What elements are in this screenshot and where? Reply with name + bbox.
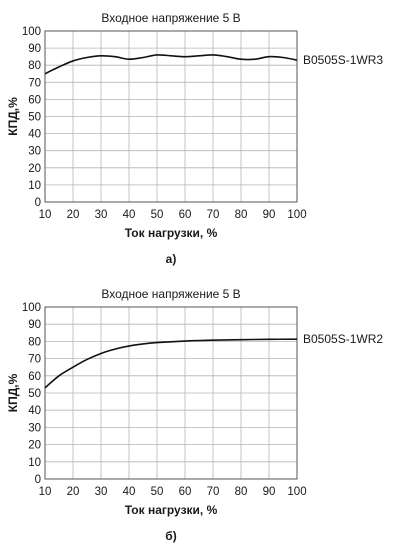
y-tick-label: 20	[28, 163, 41, 175]
y-tick-label: 60	[28, 371, 41, 383]
y-tick-label: 40	[28, 129, 41, 141]
series-label: B0505S-1WR2	[303, 332, 383, 346]
y-tick-label: 70	[28, 354, 41, 366]
x-tick-label: 100	[287, 209, 306, 221]
chart-title: Входное напряжение 5 В	[101, 11, 240, 25]
y-tick-label: 100	[22, 302, 41, 314]
y-tick-label: 90	[28, 43, 41, 55]
x-tick-label: 10	[39, 209, 52, 221]
panel-label: а)	[166, 252, 177, 266]
y-axis-label: КПД,%	[6, 97, 20, 136]
y-tick-label: 50	[28, 388, 41, 400]
y-tick-label: 90	[28, 319, 41, 331]
y-tick-label: 60	[28, 94, 41, 106]
x-tick-label: 60	[179, 486, 192, 498]
x-tick-label: 60	[179, 209, 192, 221]
y-tick-label: 10	[28, 180, 41, 192]
series-line-1	[44, 338, 298, 389]
x-tick-label: 50	[151, 209, 164, 221]
y-tick-label: 70	[28, 77, 41, 89]
y-tick-label: 80	[28, 336, 41, 348]
x-tick-label: 90	[263, 486, 276, 498]
x-tick-label: 10	[39, 486, 52, 498]
y-tick-label: 100	[22, 26, 41, 38]
y-axis-label: КПД,%	[6, 373, 20, 412]
series-line-1	[44, 54, 298, 75]
x-tick-label: 90	[263, 209, 276, 221]
x-tick-label: 20	[67, 209, 80, 221]
x-tick-label: 40	[123, 486, 136, 498]
chart-title: Входное напряжение 5 В	[101, 287, 240, 301]
y-tick-label: 30	[28, 146, 41, 158]
x-tick-label: 30	[95, 486, 108, 498]
x-tick-label: 30	[95, 209, 108, 221]
y-tick-label: 20	[28, 440, 41, 452]
plot-frame	[44, 306, 298, 480]
panel-label: б)	[165, 529, 176, 543]
x-tick-label: 70	[207, 486, 220, 498]
y-tick-label: 30	[28, 422, 41, 434]
x-tick-label: 50	[151, 486, 164, 498]
x-tick-label: 40	[123, 209, 136, 221]
plot-frame	[44, 30, 298, 203]
y-tick-label: 0	[35, 474, 41, 486]
x-tick-label: 80	[235, 486, 248, 498]
y-tick-label: 10	[28, 457, 41, 469]
x-axis-label: Ток нагрузки, %	[125, 226, 218, 240]
y-tick-label: 80	[28, 60, 41, 72]
x-axis-label: Ток нагрузки, %	[125, 503, 218, 517]
x-tick-label: 80	[235, 209, 248, 221]
x-tick-label: 70	[207, 209, 220, 221]
y-tick-label: 50	[28, 112, 41, 124]
x-tick-label: 100	[287, 486, 306, 498]
x-tick-label: 20	[67, 486, 80, 498]
series-label: B0505S-1WR3	[303, 53, 383, 67]
y-tick-label: 0	[35, 197, 41, 209]
y-tick-label: 40	[28, 405, 41, 417]
